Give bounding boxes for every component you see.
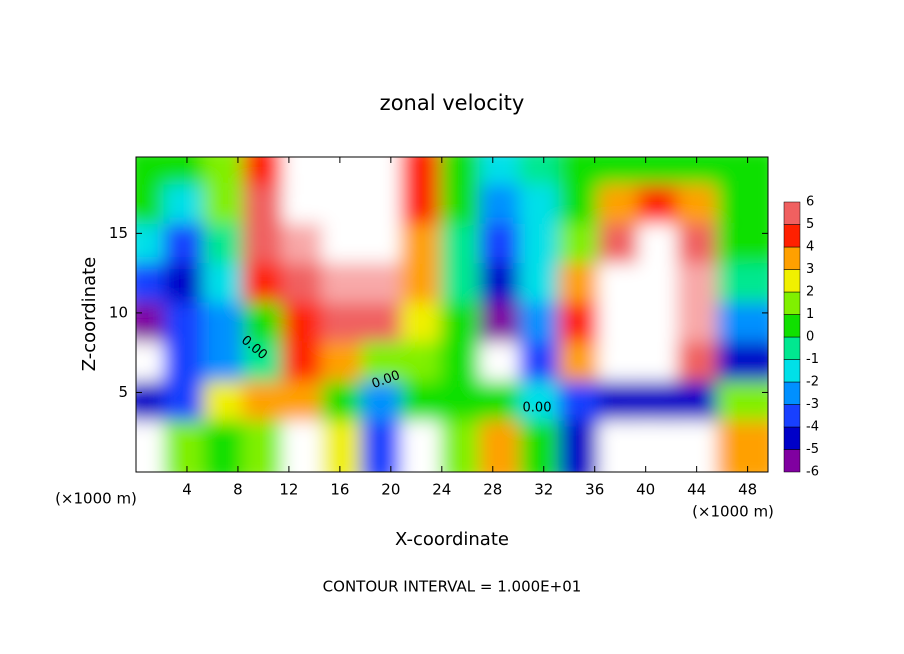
- colorbar-label: -4: [806, 420, 819, 435]
- y-axis-label: Z-coordinate: [79, 257, 100, 372]
- colorbar-label: -5: [806, 442, 819, 457]
- colorbar-label: 3: [806, 262, 814, 277]
- colorbar-swatch: [783, 381, 801, 405]
- y-unit: (×1000 m): [55, 490, 137, 508]
- colorbar-label: 5: [806, 217, 814, 232]
- colorbar-label: 2: [806, 285, 814, 300]
- x-tick-label: 32: [534, 481, 553, 499]
- x-tick-label: 8: [233, 481, 243, 499]
- colorbar-swatch: [783, 224, 801, 248]
- colorbar-label: -6: [806, 465, 819, 480]
- colorbar-swatch: [783, 201, 801, 225]
- x-tick-label: 48: [738, 481, 757, 499]
- colorbar-swatch: [783, 314, 801, 338]
- x-tick-label: 40: [636, 481, 655, 499]
- chart-title: zonal velocity: [380, 91, 525, 115]
- y-tick-label: 5: [118, 383, 128, 401]
- colorbar-swatch: [783, 246, 801, 270]
- plot-frame: [135, 156, 769, 473]
- field-cell: [716, 420, 768, 472]
- x-tick-label: 20: [381, 481, 400, 499]
- colorbar-swatch: [783, 269, 801, 293]
- colorbar-label: 4: [806, 240, 814, 255]
- colorbar-swatch: [783, 336, 801, 360]
- colorbar-label: 0: [806, 330, 814, 345]
- x-tick-label: 16: [330, 481, 349, 499]
- colorbar-swatch: [783, 449, 801, 473]
- colorbar-swatch: [783, 404, 801, 428]
- x-tick-label: 24: [432, 481, 451, 499]
- x-axis-label: X-coordinate: [395, 529, 509, 550]
- field: [136, 157, 768, 472]
- colorbar-label: -3: [806, 397, 819, 412]
- colorbar-label: -2: [806, 375, 819, 390]
- x-tick-label: 4: [182, 481, 192, 499]
- colorbar-label: 1: [806, 307, 814, 322]
- field-cells: [136, 157, 768, 472]
- y-tick-label: 10: [109, 303, 128, 321]
- x-unit: (×1000 m): [692, 503, 774, 521]
- x-tick-label: 44: [687, 481, 706, 499]
- colorbar-swatch: [783, 291, 801, 315]
- x-tick-label: 12: [279, 481, 298, 499]
- colorbar-swatch: [783, 359, 801, 383]
- colorbar-swatch: [783, 426, 801, 450]
- contour-label: 0.00: [523, 401, 552, 416]
- y-tick-label: 15: [109, 224, 128, 242]
- colorbar-label: -1: [806, 352, 819, 367]
- colorbar-label: 6: [806, 195, 814, 210]
- footer: CONTOUR INTERVAL = 1.000E+01: [323, 578, 582, 596]
- x-tick-label: 28: [483, 481, 502, 499]
- x-tick-label: 36: [585, 481, 604, 499]
